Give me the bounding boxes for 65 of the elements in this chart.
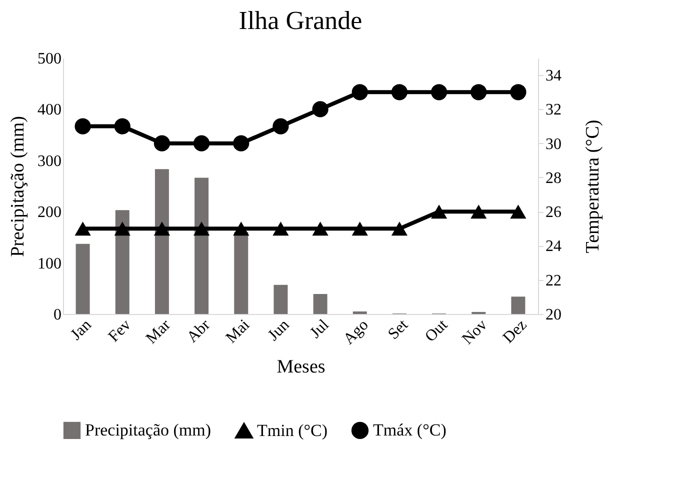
y2-tick-label: 32 bbox=[546, 102, 562, 119]
chart-title: Ilha Grande bbox=[238, 6, 362, 35]
point bbox=[391, 84, 408, 100]
point bbox=[352, 222, 368, 236]
point bbox=[430, 84, 448, 100]
x-tick-label: Mar bbox=[143, 316, 174, 348]
point bbox=[312, 222, 328, 236]
legend-label: Tmin (°C) bbox=[257, 420, 328, 440]
point bbox=[510, 84, 526, 100]
point bbox=[470, 84, 487, 100]
legend-label: Tmáx (°C) bbox=[373, 420, 446, 440]
point bbox=[272, 222, 289, 236]
point bbox=[193, 135, 210, 152]
y-tick-label: 200 bbox=[38, 204, 62, 222]
y2-tick-label: 22 bbox=[546, 272, 562, 290]
bar bbox=[313, 294, 328, 314]
y2-tick-label: 30 bbox=[546, 136, 562, 153]
y2-tick-label: 28 bbox=[546, 170, 562, 187]
point bbox=[74, 118, 91, 134]
point bbox=[312, 101, 328, 118]
point bbox=[154, 135, 170, 152]
y2-tick-label: 24 bbox=[546, 238, 562, 256]
y2-tick-label: 20 bbox=[546, 306, 562, 324]
bar bbox=[352, 311, 367, 314]
point bbox=[233, 222, 250, 236]
x-tick-label: Jan bbox=[68, 316, 95, 344]
y-axis-title: Precipitação (mm) bbox=[8, 116, 28, 257]
bar bbox=[194, 178, 209, 314]
y-tick-label: 300 bbox=[38, 152, 62, 170]
point bbox=[510, 204, 526, 219]
x-tick-label: Out bbox=[422, 316, 452, 346]
point bbox=[430, 204, 448, 219]
y-tick-label: 100 bbox=[38, 255, 62, 272]
y-tick-label: 500 bbox=[38, 50, 62, 68]
bar bbox=[511, 296, 526, 314]
point bbox=[470, 204, 487, 219]
y-tick-label: 400 bbox=[38, 102, 62, 119]
y2-tick-label: 34 bbox=[546, 68, 562, 85]
point bbox=[74, 222, 91, 236]
x-tick-label: Jul bbox=[307, 316, 333, 342]
x-tick-label: Set bbox=[384, 316, 412, 343]
x-tick-label: Nov bbox=[459, 316, 491, 348]
point bbox=[193, 222, 210, 236]
x-tick-label: Abr bbox=[184, 316, 214, 346]
point bbox=[391, 222, 408, 236]
x-tick-label: Dez bbox=[500, 316, 530, 347]
point bbox=[233, 135, 250, 152]
point bbox=[114, 222, 130, 236]
y2-tick-label: 26 bbox=[546, 204, 562, 222]
x-tick-label: Mai bbox=[222, 316, 254, 347]
point bbox=[352, 84, 368, 100]
point bbox=[272, 118, 289, 134]
y-tick-label: 0 bbox=[54, 306, 62, 324]
bar bbox=[234, 232, 248, 314]
legend-label: Precipitação (mm) bbox=[85, 420, 212, 440]
point bbox=[154, 222, 170, 236]
bar bbox=[274, 284, 288, 314]
x-tick-label: Jun bbox=[264, 316, 293, 344]
x-axis-title: Meses bbox=[276, 356, 326, 378]
point bbox=[114, 118, 130, 134]
y2-axis-title: Temperatura (°C) bbox=[582, 120, 604, 254]
bar bbox=[76, 244, 90, 314]
x-tick-label: Ago bbox=[340, 316, 372, 348]
x-tick-label: Fev bbox=[105, 316, 134, 346]
bar bbox=[154, 169, 169, 314]
